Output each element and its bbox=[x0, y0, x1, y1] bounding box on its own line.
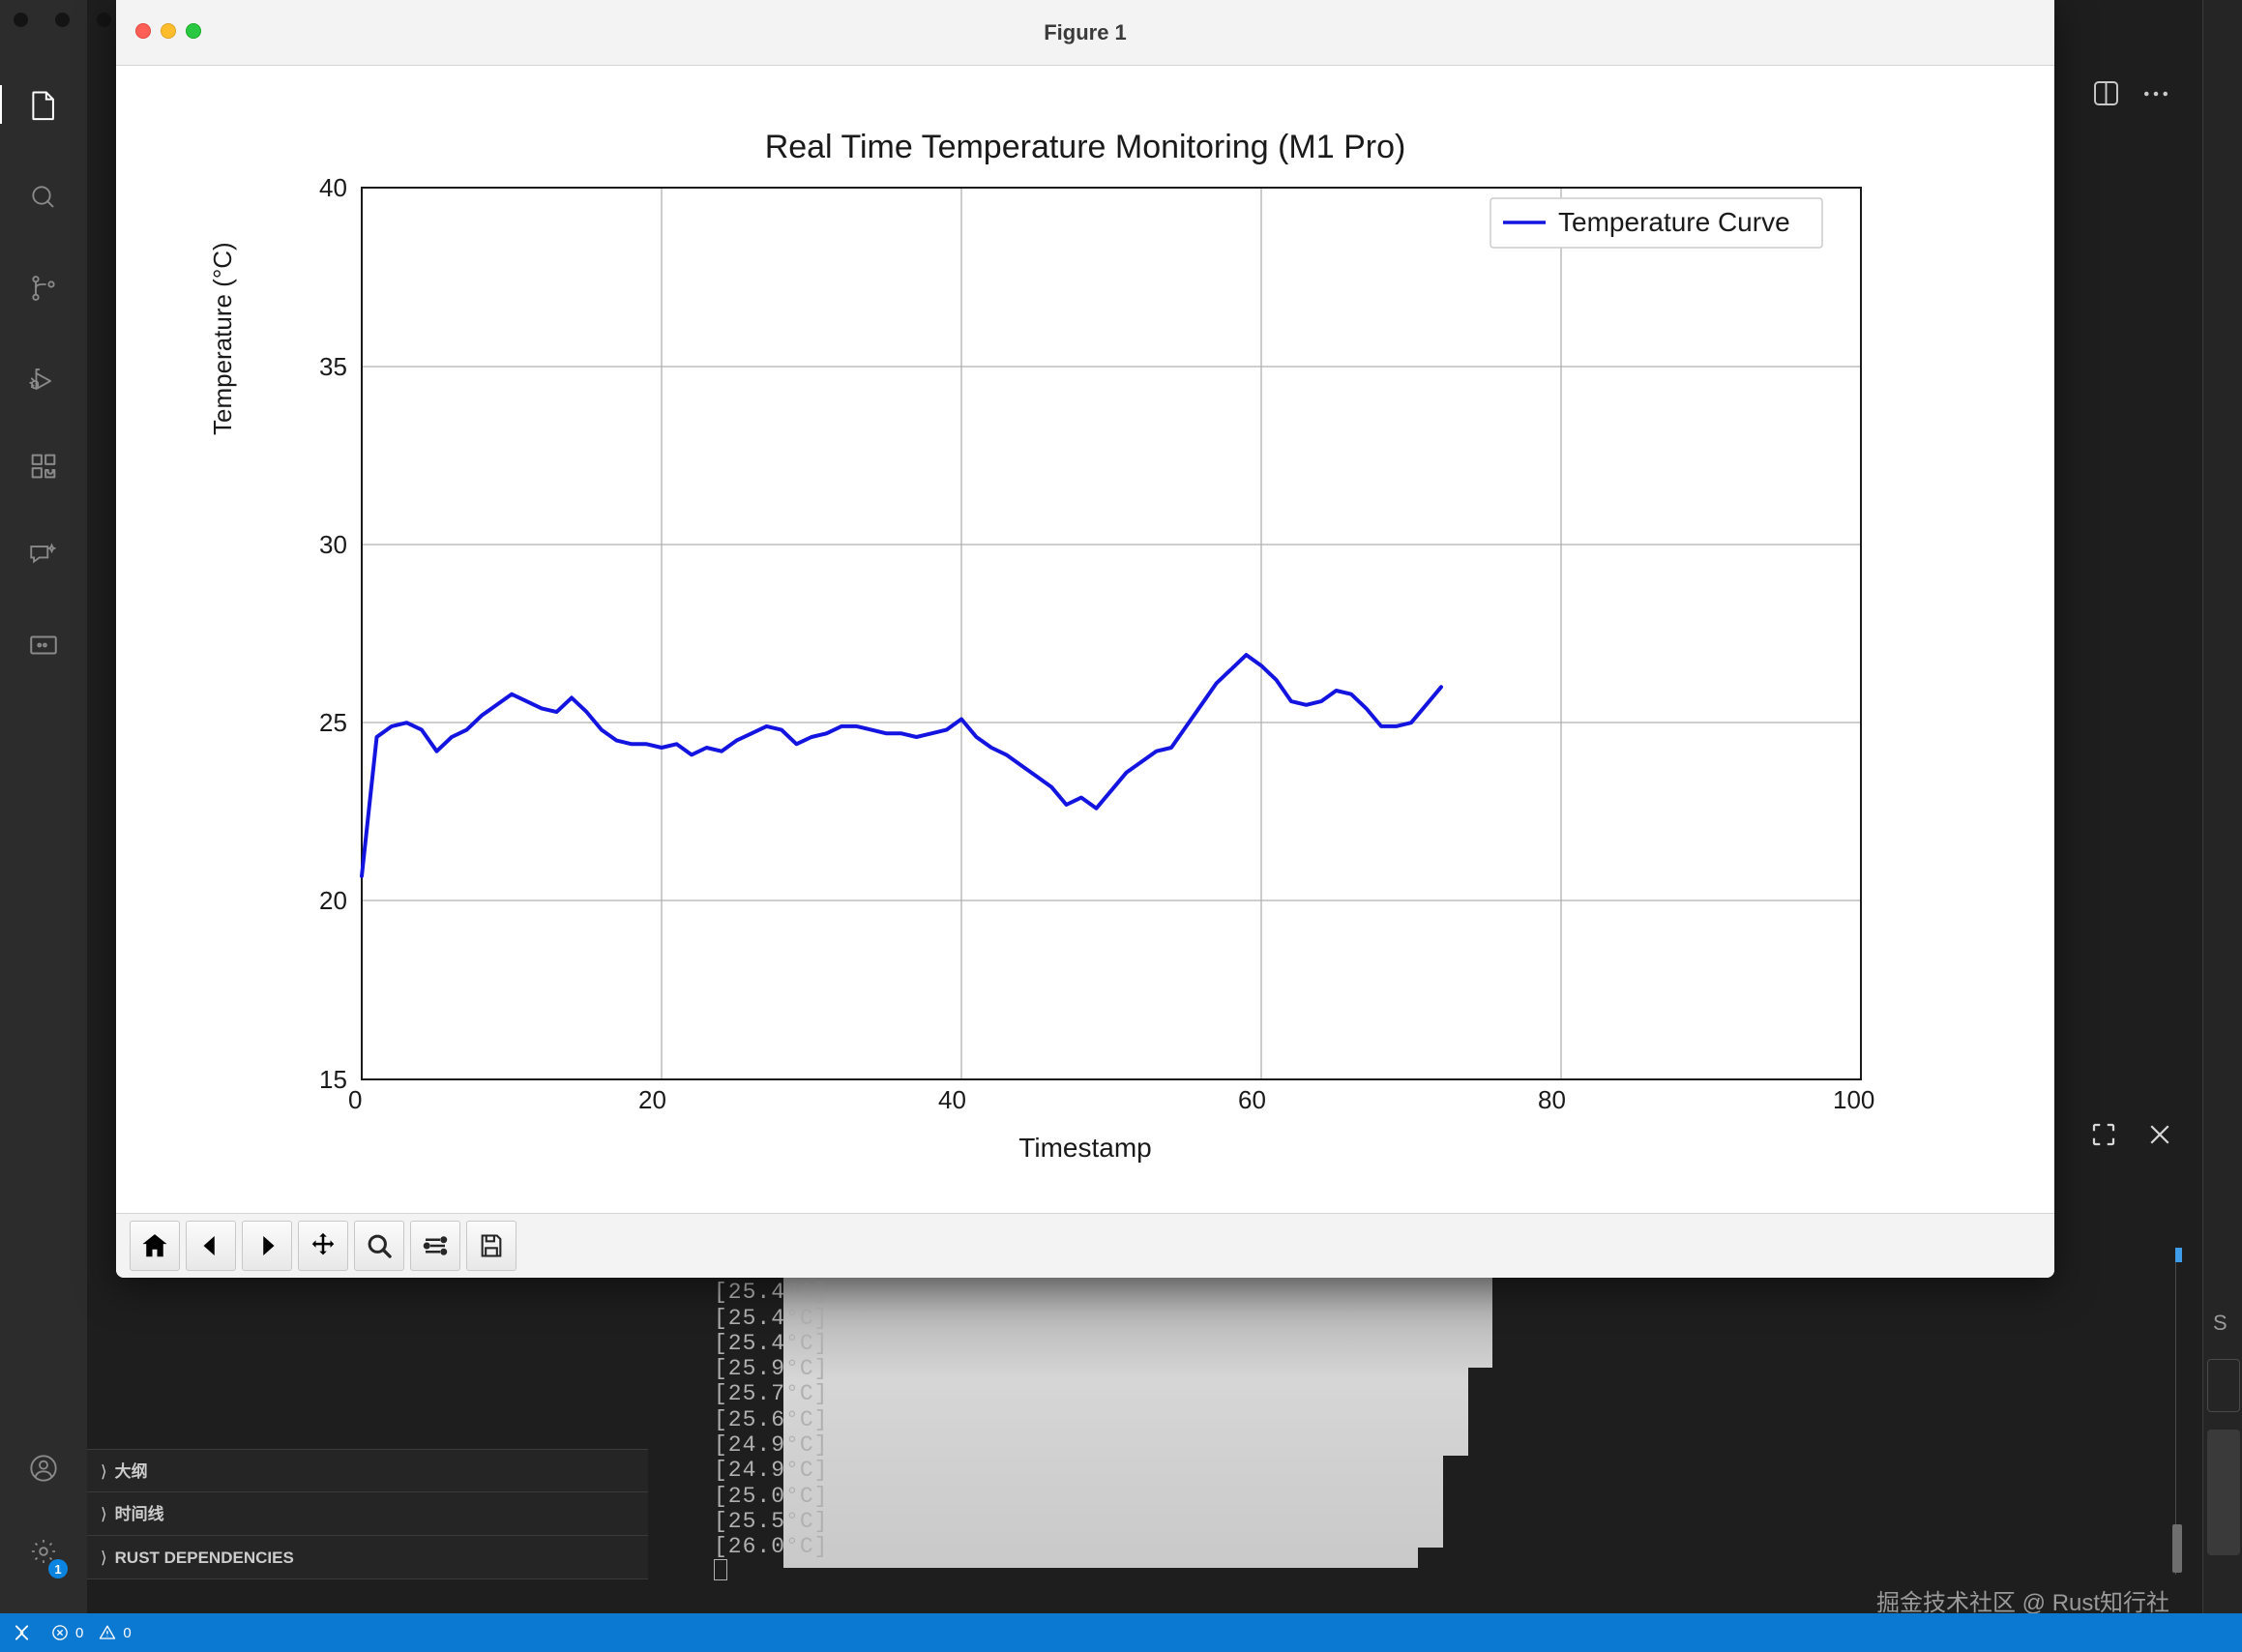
svg-text:Temperature Curve: Temperature Curve bbox=[1558, 207, 1790, 237]
